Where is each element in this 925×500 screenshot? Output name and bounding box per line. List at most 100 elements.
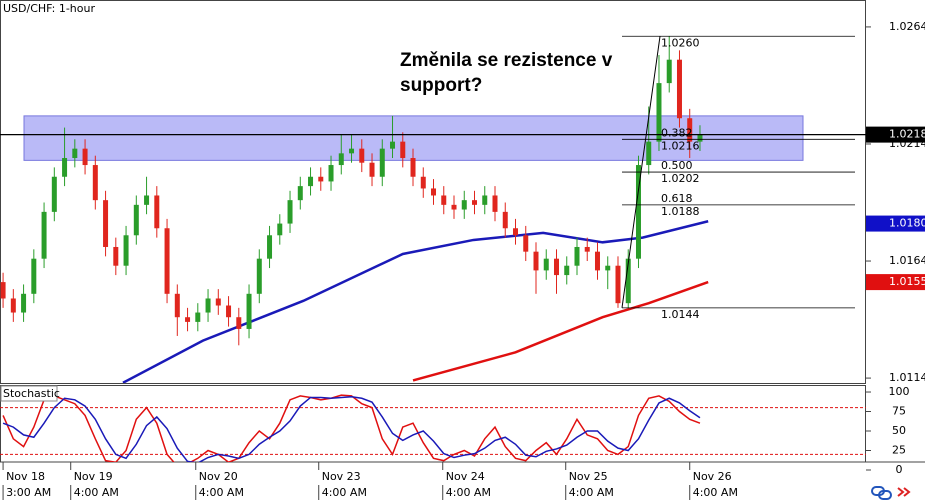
candle-body: [646, 141, 652, 166]
x-time-label: 4:00 AM: [74, 486, 119, 499]
stochastic-y-label: 100: [889, 385, 910, 398]
x-time-label: 3:00 AM: [6, 486, 51, 499]
candle-body: [369, 162, 375, 177]
candle-body: [195, 312, 201, 322]
x-time-label: 4:00 AM: [446, 486, 491, 499]
candle-body: [318, 176, 324, 182]
candle-body: [472, 200, 478, 205]
candle-body: [308, 176, 314, 187]
y-tick-label: 1.0114: [889, 371, 925, 384]
x-tick-label: Nov 19: [74, 470, 113, 483]
candle-body: [21, 293, 27, 313]
candle-body: [574, 246, 580, 266]
candle-body: [287, 200, 293, 224]
candle-body: [256, 258, 262, 294]
axes: 1.01141.01641.02141.02641.02181.01801.01…: [2, 20, 925, 500]
candle-body: [236, 317, 242, 329]
price-tag: [866, 274, 925, 291]
candle-body: [615, 265, 621, 304]
toolbar-icons[interactable]: [871, 486, 911, 500]
candle-body: [338, 153, 344, 166]
candle-body: [72, 148, 78, 159]
fib-price: 1.0202: [661, 172, 700, 185]
candle-body: [82, 148, 88, 166]
candle-body: [174, 293, 180, 318]
x-tick-label: Nov 23: [322, 470, 361, 483]
candle-body: [400, 141, 406, 159]
candle-body: [605, 265, 611, 271]
candle-body: [410, 158, 416, 177]
candle-body: [461, 200, 467, 210]
candle-body: [564, 265, 570, 276]
price-tag: [866, 126, 925, 143]
arrow-icon[interactable]: [897, 487, 911, 497]
main-panel: [0, 0, 866, 384]
fib-price: 1.0216: [661, 139, 700, 152]
candle-body: [379, 148, 385, 177]
candle-body: [31, 258, 37, 294]
candle-body: [420, 176, 426, 189]
candle-body: [553, 258, 559, 276]
stochastic-title-box: [0, 385, 58, 402]
candle-body: [267, 235, 273, 259]
fib-price: 1.0188: [661, 205, 700, 218]
candle-body: [92, 165, 98, 201]
candle-body: [666, 59, 672, 84]
y-tick-label: 1.0264: [889, 20, 925, 33]
candle-body: [297, 186, 303, 201]
candle-body: [359, 148, 365, 163]
candle-body: [513, 228, 519, 236]
candle-body: [246, 293, 252, 329]
candle-body: [226, 305, 232, 318]
candle-body: [154, 195, 160, 229]
price-tag-label: 1.0155: [889, 275, 925, 288]
candle-body: [328, 165, 334, 182]
stochastic-y-label: 50: [892, 424, 906, 437]
x-tick-label: Nov 20: [199, 470, 238, 483]
price-tag-label: 1.0180: [889, 217, 925, 230]
chart-title: USD/CHF: 1-hour: [3, 2, 95, 15]
candle-body: [51, 176, 57, 212]
candle-body: [62, 158, 68, 177]
x-time-label: 4:00 AM: [569, 486, 614, 499]
candle-body: [41, 211, 47, 259]
candle-body: [164, 228, 170, 294]
fib-ratio: 0.382: [661, 126, 693, 139]
candle-body: [205, 298, 211, 313]
candle-body: [502, 211, 508, 229]
candle-body: [277, 223, 283, 236]
candle-body: [103, 200, 109, 247]
x-time-label: 4:00 AM: [199, 486, 244, 499]
price-tag: [866, 215, 925, 232]
stochastic-y-label: 25: [892, 444, 906, 457]
annotation: Změnila se rezistence v support?: [400, 50, 613, 96]
candle-body: [185, 317, 191, 322]
candle-body: [594, 251, 600, 271]
stochastic-line: [2, 394, 701, 462]
candle-body: [0, 282, 6, 299]
candle-body: [676, 59, 682, 119]
price-tag-label: 1.0218: [889, 128, 925, 141]
fib-price: 1.0260: [661, 36, 700, 49]
candle-body: [697, 134, 703, 142]
title-box: [1, 1, 95, 17]
candle-body: [482, 195, 488, 205]
candle-body: [10, 298, 16, 313]
candle-body: [133, 204, 139, 236]
candle-body: [349, 148, 355, 154]
candle-body: [113, 246, 119, 266]
stochastic-panel: [0, 385, 866, 463]
x-tick-label: Nov 18: [6, 470, 45, 483]
x-tick-label: Nov 26: [693, 470, 732, 483]
candle-body: [543, 258, 549, 271]
x-time-label: 4:00 AM: [322, 486, 367, 499]
fib-price: 1.0144: [661, 308, 700, 321]
link-icon-part: [878, 490, 892, 500]
candle-body: [441, 195, 447, 205]
x-time-label: 4:00 AM: [693, 486, 738, 499]
candle-body: [584, 246, 590, 252]
candle-body: [431, 188, 437, 196]
stochastic-plot: [0, 394, 866, 462]
stochastic-y-label: 0: [896, 463, 903, 476]
